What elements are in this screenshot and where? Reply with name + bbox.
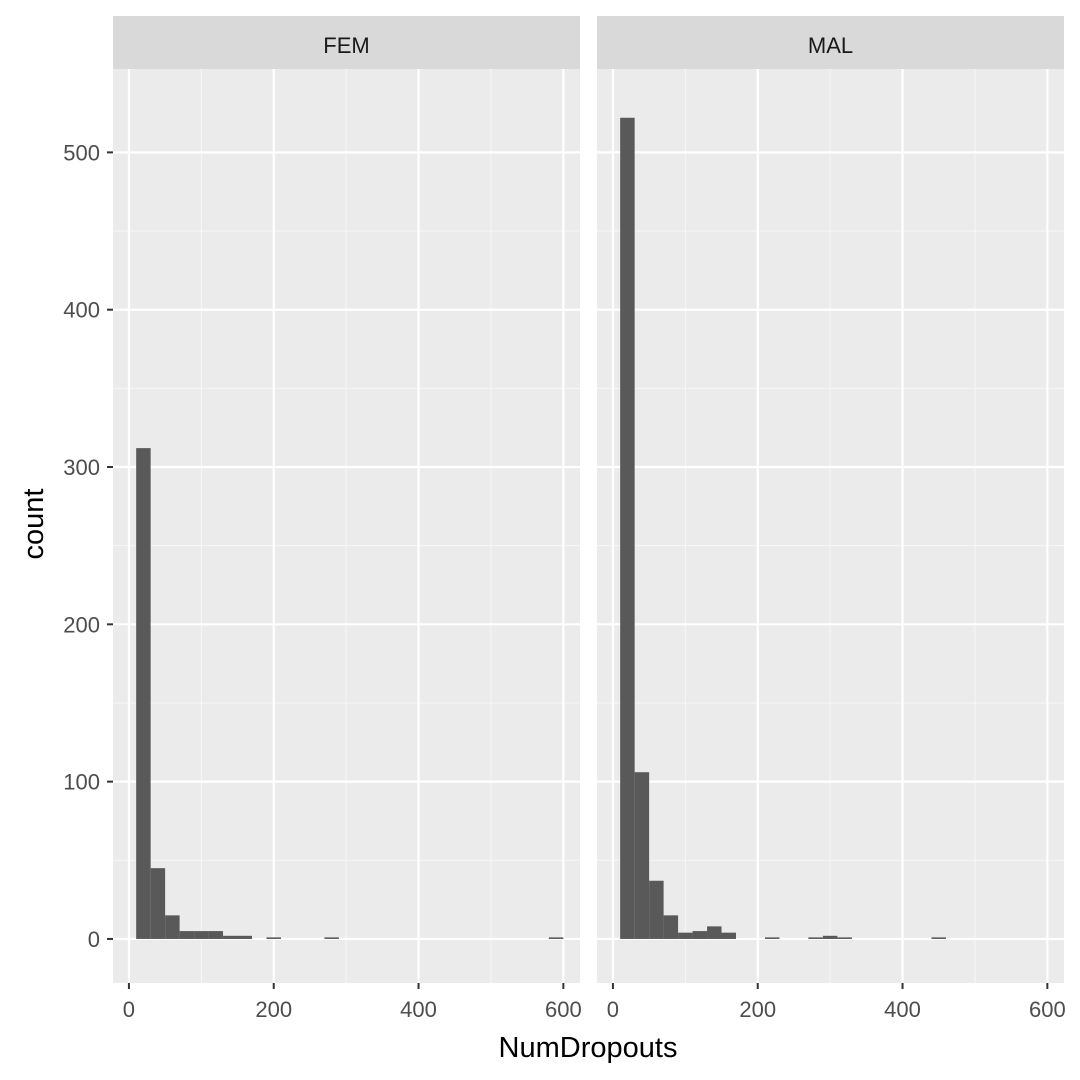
- facet-strip-fem: [113, 16, 580, 69]
- histogram-bar: [548, 937, 564, 939]
- histogram-bar: [634, 772, 650, 939]
- histogram-bar: [620, 117, 635, 939]
- histogram-bar: [223, 935, 238, 939]
- histogram-bar: [707, 926, 722, 939]
- histogram-bar: [721, 932, 737, 939]
- x-tick-label: 400: [400, 997, 437, 1022]
- x-tick-label: 200: [255, 997, 292, 1022]
- histogram-bar: [324, 937, 339, 939]
- x-axis-title: NumDropouts: [499, 1032, 678, 1064]
- histogram-bar: [764, 937, 780, 939]
- x-tick-label: 0: [607, 997, 619, 1022]
- y-tick-label: 500: [63, 140, 100, 165]
- facet-panel-mal: MAL 0 200 400 600: [597, 16, 1066, 1022]
- histogram-bar: [266, 937, 281, 939]
- x-tick-label: 200: [739, 997, 776, 1022]
- histogram-bar: [663, 915, 679, 939]
- histogram-bar: [165, 915, 180, 939]
- facet-strip-label-mal: MAL: [808, 33, 853, 58]
- histogram-bar: [808, 937, 823, 939]
- facet-panels: FEM 0 200 400 600 MAL 0 200 400 600: [113, 16, 1066, 1022]
- histogram-bar: [194, 931, 209, 939]
- facet-strip-label-fem: FEM: [323, 33, 369, 58]
- x-tick-label: 0: [123, 997, 135, 1022]
- x-tick-label: 400: [884, 997, 921, 1022]
- y-tick-label: 200: [63, 612, 100, 637]
- histogram-bar: [136, 448, 151, 939]
- histogram-bar: [208, 931, 224, 939]
- histogram-bar: [179, 931, 195, 939]
- y-tick-label: 0: [88, 927, 100, 952]
- histogram-bar: [150, 868, 166, 939]
- facet-panel-fem: FEM 0 200 400 600: [113, 16, 582, 1022]
- x-tick-label: 600: [1029, 997, 1066, 1022]
- histogram-bar: [649, 880, 664, 939]
- y-axis: 0 100 200 300 400 500: [63, 140, 113, 952]
- histogram-bar: [237, 935, 253, 939]
- y-tick-label: 100: [63, 770, 100, 795]
- histogram-bar: [822, 935, 838, 939]
- histogram-bar: [837, 937, 852, 939]
- facet-strip-mal: [597, 16, 1064, 69]
- y-tick-label: 300: [63, 455, 100, 480]
- histogram-bar: [678, 932, 693, 939]
- y-tick-label: 400: [63, 298, 100, 323]
- x-tick-label: 600: [545, 997, 582, 1022]
- histogram-bar: [931, 937, 946, 939]
- histogram-bar: [692, 931, 708, 939]
- y-axis-title: count: [18, 489, 50, 560]
